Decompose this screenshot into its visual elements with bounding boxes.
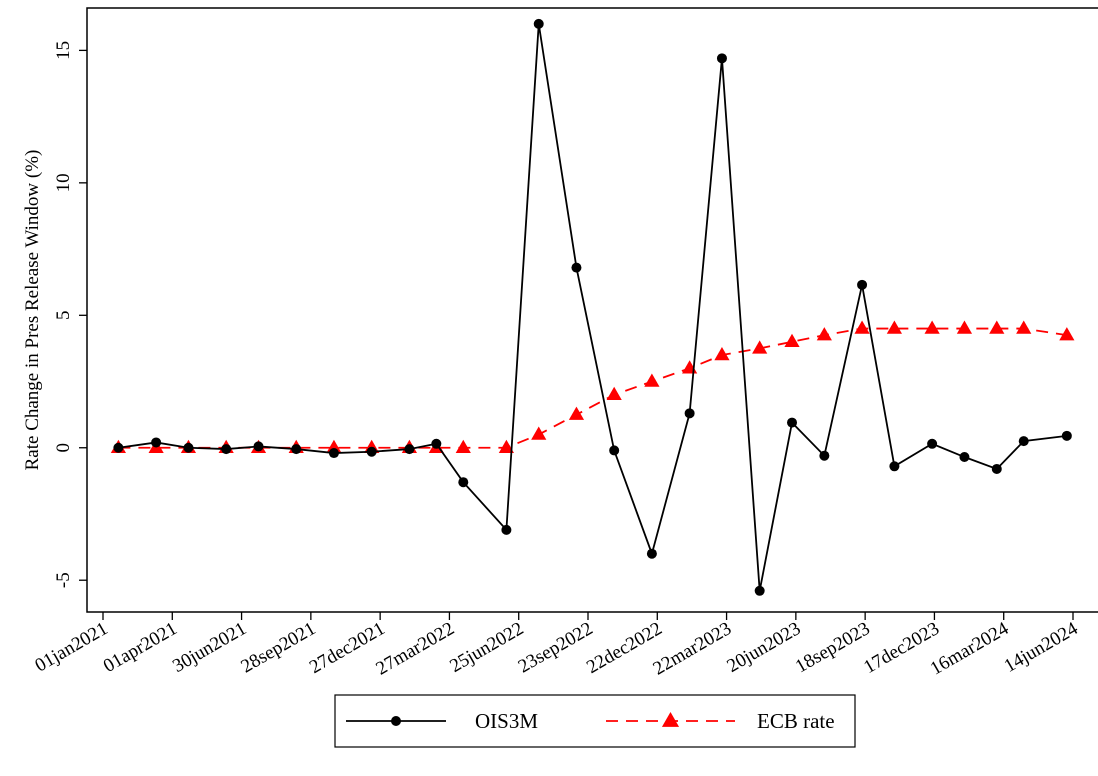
- data-point: [291, 444, 302, 455]
- series-layer: [110, 18, 1075, 596]
- data-point: [924, 320, 940, 334]
- x-axis: 01jan202101apr202130jun202128sep202127de…: [32, 612, 1082, 680]
- legend-items: OIS3M ECB rate: [346, 709, 835, 733]
- data-point: [253, 441, 264, 452]
- series-0: [113, 18, 1072, 596]
- data-point: [326, 439, 342, 453]
- x-tick-label: 25jun2022: [446, 618, 527, 677]
- data-point: [752, 340, 768, 354]
- data-point: [1018, 436, 1029, 447]
- data-point: [889, 461, 900, 472]
- y-axis-title: Rate Change in Pres Release Window (%): [22, 150, 43, 471]
- data-point: [501, 524, 512, 535]
- data-point: [328, 448, 339, 459]
- series-line: [118, 23, 1067, 591]
- x-tick-label: 18sep2023: [792, 618, 874, 677]
- legend-marker: [391, 716, 401, 726]
- data-point: [151, 437, 162, 448]
- data-point: [183, 442, 194, 453]
- legend: OIS3M ECB rate: [334, 694, 856, 748]
- data-point: [366, 446, 377, 457]
- y-tick-label: 5: [53, 311, 74, 321]
- data-point: [571, 262, 582, 273]
- data-point: [113, 442, 124, 453]
- legend-marker: [661, 712, 680, 727]
- x-tick-label: 01apr2021: [100, 618, 181, 677]
- x-tick-label: 23sep2022: [515, 618, 597, 677]
- data-point: [498, 439, 514, 453]
- data-point: [886, 320, 902, 334]
- data-point: [644, 373, 660, 387]
- data-point: [989, 320, 1005, 334]
- legend-entry-1: ECB rate: [606, 709, 835, 733]
- data-point: [857, 279, 868, 290]
- data-point: [606, 386, 622, 400]
- legend-label: OIS3M: [475, 709, 538, 733]
- data-point: [714, 347, 730, 361]
- plot-frame: [86, 7, 1098, 613]
- x-tick-label: 27mar2022: [372, 618, 457, 679]
- series-line: [118, 327, 1067, 449]
- x-tick-label: 22mar2023: [650, 618, 735, 679]
- data-point: [754, 585, 765, 596]
- data-point: [531, 426, 547, 440]
- x-tick-label: 30jun2021: [169, 618, 250, 677]
- data-point: [568, 406, 585, 420]
- data-point: [787, 417, 798, 428]
- data-point: [404, 444, 415, 455]
- data-point: [221, 444, 232, 455]
- x-tick-label: 20jun2023: [723, 618, 804, 677]
- data-point: [959, 452, 970, 463]
- data-point: [816, 327, 832, 341]
- data-point: [1059, 327, 1075, 341]
- data-point: [533, 18, 544, 29]
- x-tick-label: 16mar2024: [927, 618, 1013, 680]
- data-point: [609, 445, 620, 456]
- x-tick-label: 01jan2021: [32, 618, 112, 676]
- y-tick-label: 15: [53, 41, 74, 60]
- data-point: [431, 438, 442, 449]
- data-point: [819, 450, 830, 461]
- y-tick-label: -5: [53, 572, 74, 588]
- data-point: [784, 333, 800, 347]
- data-point: [854, 320, 870, 334]
- x-tick-label: 14jun2024: [1001, 618, 1082, 677]
- data-point: [455, 439, 471, 453]
- data-point: [684, 408, 695, 419]
- x-tick-label: 28sep2021: [238, 618, 320, 677]
- data-point: [927, 438, 938, 449]
- y-tick-label: 10: [53, 173, 74, 192]
- data-point: [716, 53, 727, 64]
- series-1: [110, 320, 1075, 453]
- data-point: [646, 548, 657, 559]
- data-point: [1016, 320, 1032, 334]
- legend-entry-0: OIS3M: [346, 709, 538, 733]
- y-axis: -5 0 5 10 15: [53, 41, 87, 588]
- data-point: [956, 320, 973, 334]
- data-point: [991, 463, 1002, 474]
- data-point: [1061, 430, 1072, 441]
- data-point: [458, 477, 469, 488]
- legend-label: ECB rate: [757, 709, 835, 733]
- y-tick-label: 0: [53, 443, 74, 453]
